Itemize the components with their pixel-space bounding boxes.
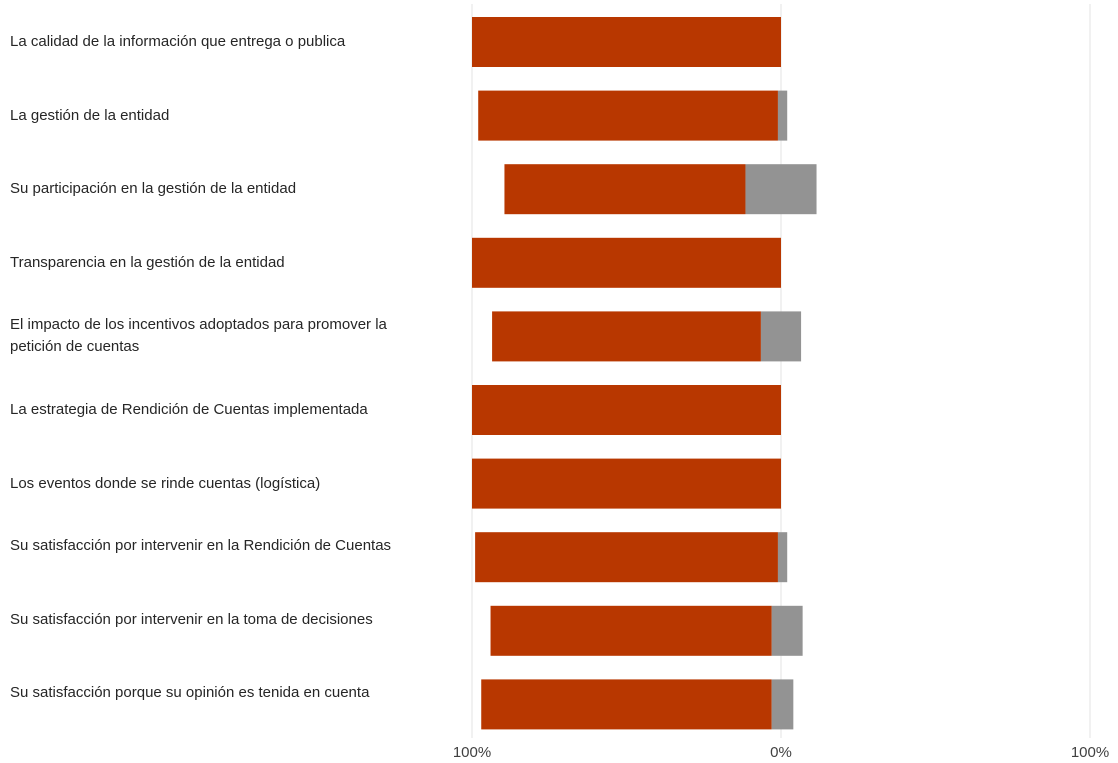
bar-left-2 xyxy=(504,164,746,215)
bar-left-4 xyxy=(492,311,761,362)
category-label-9: Su satisfacción porque su opinión es ten… xyxy=(10,684,370,702)
bar-left-5 xyxy=(472,385,781,435)
category-label-5: La estrategia de Rendición de Cuentas im… xyxy=(10,401,368,418)
bar-left-1 xyxy=(478,90,778,141)
bar-neutral-9 xyxy=(771,679,794,730)
bar-neutral-1 xyxy=(777,90,788,141)
category-label-7: Su satisfacción por intervenir en la Ren… xyxy=(10,537,392,555)
x-tick-label-1: 0% xyxy=(770,744,792,761)
bar-left-9 xyxy=(481,679,772,730)
category-label-2: Su participación en la gestión de la ent… xyxy=(10,180,297,198)
category-label-0: La calidad de la información que entrega… xyxy=(10,33,346,50)
bar-left-8 xyxy=(490,605,772,656)
bar-neutral-7 xyxy=(777,532,788,583)
category-label-1: La gestión de la entidad xyxy=(10,106,170,124)
category-label-4: El impacto de los incentivos adoptados p… xyxy=(10,316,387,356)
bar-left-3 xyxy=(472,237,781,288)
x-tick-label-2: 100% xyxy=(1071,744,1109,761)
bar-neutral-4 xyxy=(760,311,802,362)
x-tick-label-0: 100% xyxy=(453,744,491,761)
category-label-6: Los eventos donde se rinde cuentas (logí… xyxy=(10,474,321,492)
bar-neutral-2 xyxy=(745,164,817,215)
category-label-8: Su satisfacción por intervenir en la tom… xyxy=(10,610,373,628)
bar-left-6 xyxy=(472,458,781,509)
bar-left-0 xyxy=(472,17,781,67)
category-label-3: Transparencia en la gestión de la entida… xyxy=(10,253,285,271)
bar-left-7 xyxy=(475,532,778,583)
bar-neutral-8 xyxy=(771,605,803,656)
